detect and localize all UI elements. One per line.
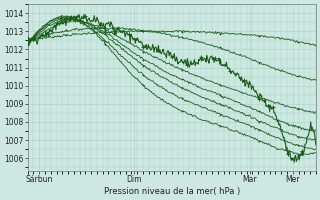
X-axis label: Pression niveau de la mer( hPa ): Pression niveau de la mer( hPa ) [104, 187, 240, 196]
